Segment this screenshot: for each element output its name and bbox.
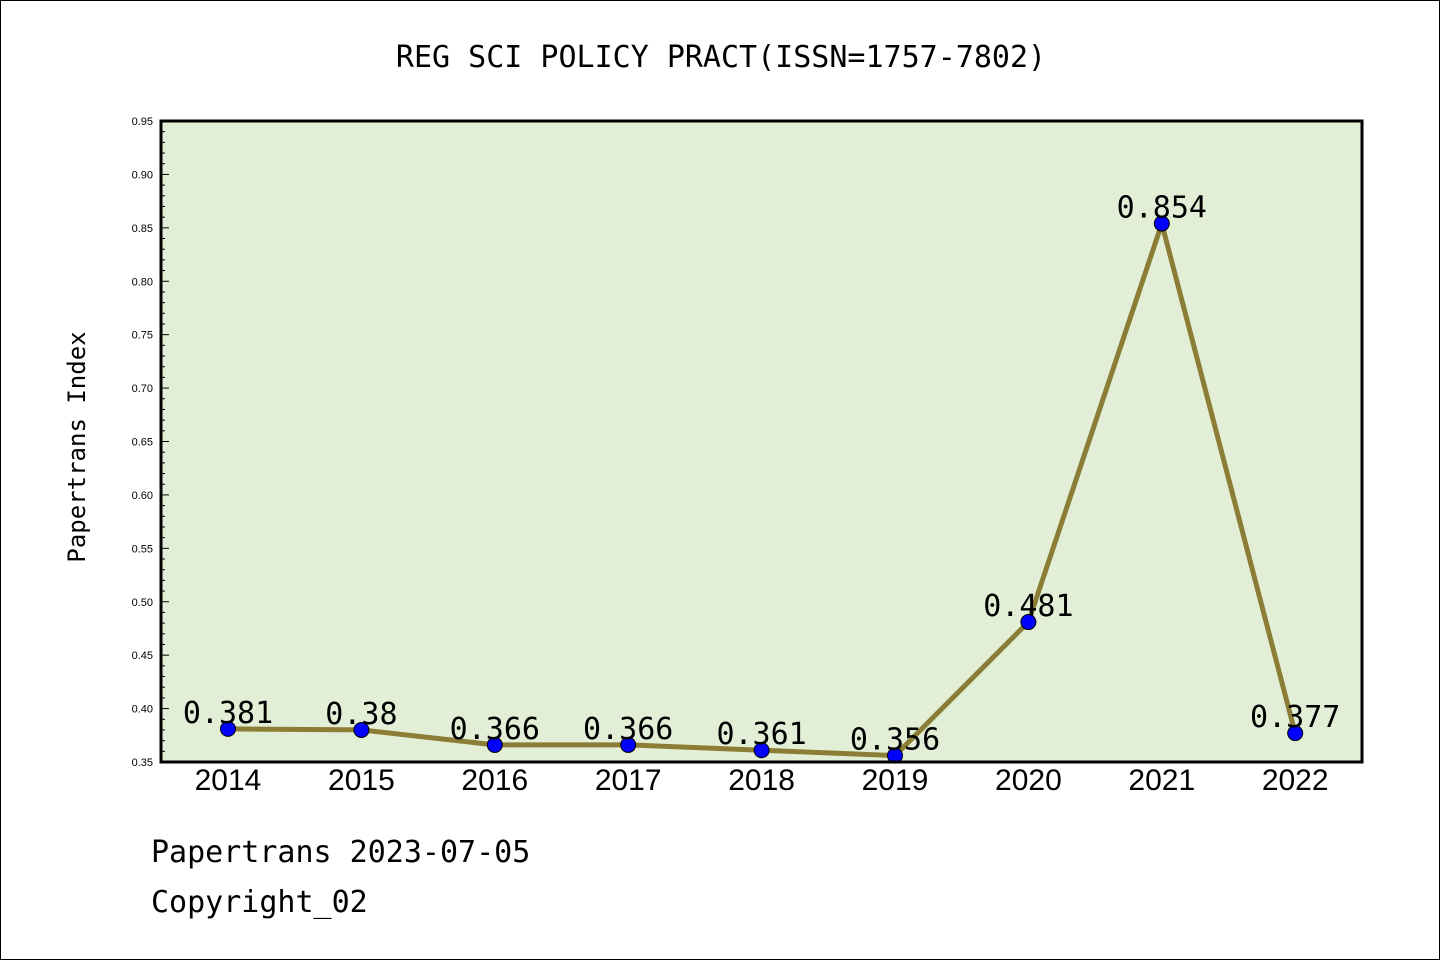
y-tick-label: 0.65: [132, 437, 153, 449]
y-axis-ticks: 0.35 0.40 0.45 0.50 0.55 0.60 0.65 0.70 0.75 0.80…: [132, 116, 169, 769]
data-labels: 0.381 0.38 0.366 0.366 0.361 0.356 0.481 0.854 0…: [183, 191, 1341, 758]
x-tick-label: 2019: [862, 764, 929, 797]
x-tick-label: 2016: [461, 764, 528, 797]
data-point: [1153, 215, 1170, 232]
x-axis-ticks: 2014 2015 2016 2017 2018 2019 2020 2021 2022: [195, 764, 1329, 797]
data-label: 0.356: [850, 723, 940, 758]
y-tick-label: 0.70: [132, 383, 153, 395]
x-tick-label: 2018: [728, 764, 795, 797]
footer-date: Papertrans 2023-07-05: [151, 835, 531, 870]
x-tick-label: 2020: [995, 764, 1062, 797]
data-point: [1287, 725, 1304, 742]
x-tick-label: 2017: [595, 764, 662, 797]
data-label: 0.854: [1117, 191, 1207, 226]
footer-copyright: Copyright_02: [151, 885, 368, 920]
data-label: 0.366: [583, 712, 673, 747]
x-tick-label: 2021: [1128, 764, 1195, 797]
y-tick-label: 0.55: [132, 543, 153, 555]
data-point: [1020, 614, 1037, 631]
y-tick-label: 0.85: [132, 223, 153, 235]
chart-title: REG SCI POLICY PRACT(ISSN=1757-7802): [396, 40, 1046, 75]
y-tick-label: 0.45: [132, 650, 153, 662]
y-tick-label: 0.75: [132, 330, 153, 342]
y-tick-label: 0.95: [132, 116, 153, 128]
y-tick-label: 0.90: [132, 169, 153, 181]
y-tick-label: 0.50: [132, 597, 153, 609]
data-label: 0.377: [1250, 700, 1340, 735]
plot-border: [159, 119, 1364, 764]
data-point: [486, 736, 503, 753]
data-label: 0.361: [716, 717, 806, 752]
y-tick-label: 0.35: [132, 757, 153, 769]
data-label: 0.38: [325, 697, 397, 732]
data-label: 0.366: [450, 712, 540, 747]
y-tick-label: 0.80: [132, 276, 153, 288]
x-tick-label: 2022: [1262, 764, 1329, 797]
data-point: [353, 721, 370, 738]
series-markers: [220, 215, 1304, 764]
y-tick-label: 0.40: [132, 704, 153, 716]
data-label: 0.381: [183, 696, 273, 731]
data-point: [220, 720, 236, 737]
x-tick-label: 2015: [328, 764, 395, 797]
y-tick-label: 0.60: [132, 490, 153, 502]
data-point: [620, 736, 637, 753]
x-tick-label: 2014: [195, 764, 262, 797]
data-label: 0.481: [983, 589, 1073, 624]
y-axis-label: Papertrans Index: [63, 331, 91, 562]
data-point: [753, 742, 770, 759]
